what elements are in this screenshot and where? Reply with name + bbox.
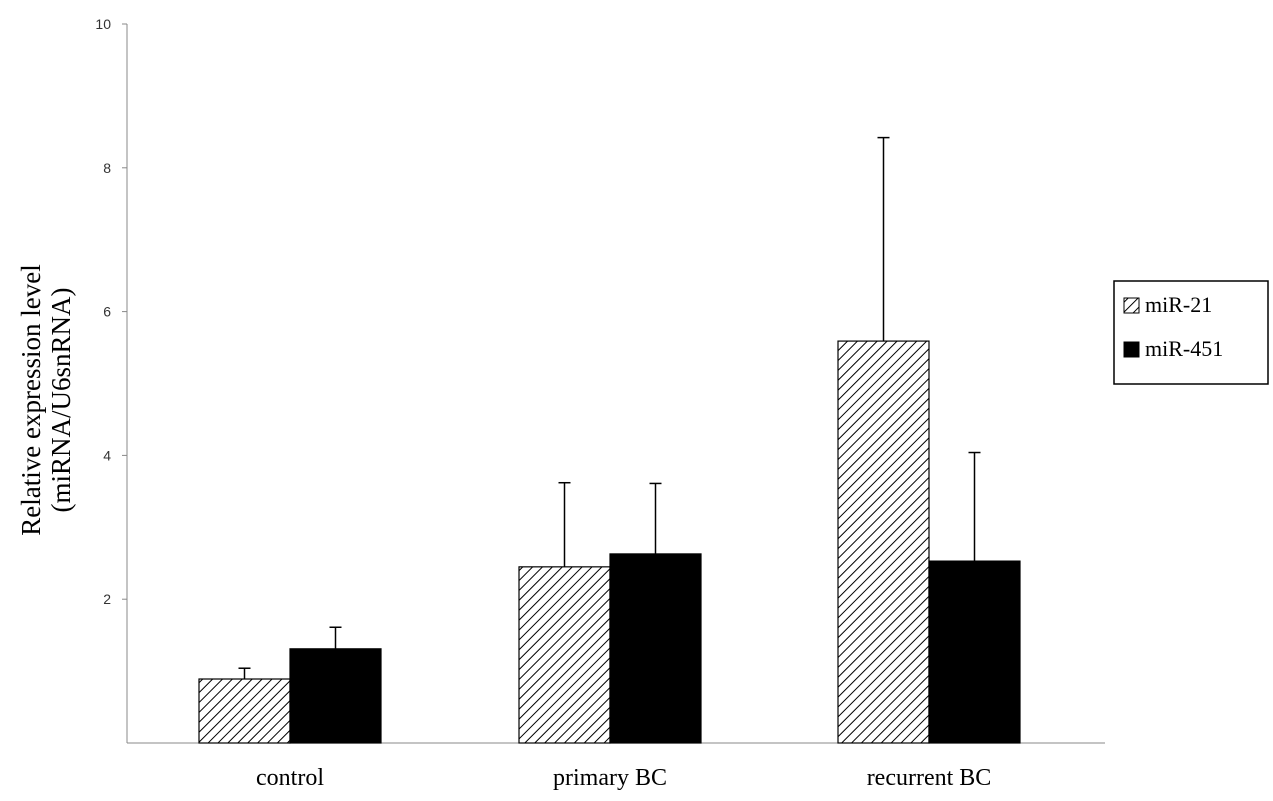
y-axis-title-line: Relative expression level <box>16 264 46 535</box>
legend-box <box>1113 280 1269 385</box>
y-tick-label: 8 <box>103 160 111 176</box>
y-tick-label: 6 <box>103 304 111 320</box>
legend-label: miR-21 <box>1145 292 1212 317</box>
bar-mir21-0 <box>198 678 291 744</box>
bar-mir451-0 <box>289 648 382 744</box>
legend-swatch <box>1123 341 1140 358</box>
y-tick-label: 4 <box>103 447 111 463</box>
bar-mir21-2 <box>837 340 930 744</box>
x-category-label: recurrent BC <box>867 765 992 791</box>
bar-mir451-2 <box>928 560 1021 744</box>
bar-mir451-1 <box>609 553 702 744</box>
y-axis-title: Relative expression level(miRNA/U6snRNA) <box>16 264 76 535</box>
legend-swatch <box>1123 297 1140 314</box>
y-tick-label: 2 <box>103 591 111 607</box>
bar-mir21-1 <box>518 566 611 744</box>
x-category-label: primary BC <box>553 765 667 791</box>
y-tick-label: 10 <box>95 16 111 32</box>
y-axis-title-line: (miRNA/U6snRNA) <box>46 287 76 512</box>
legend-label: miR-451 <box>1145 336 1223 361</box>
x-category-label: control <box>256 765 324 791</box>
